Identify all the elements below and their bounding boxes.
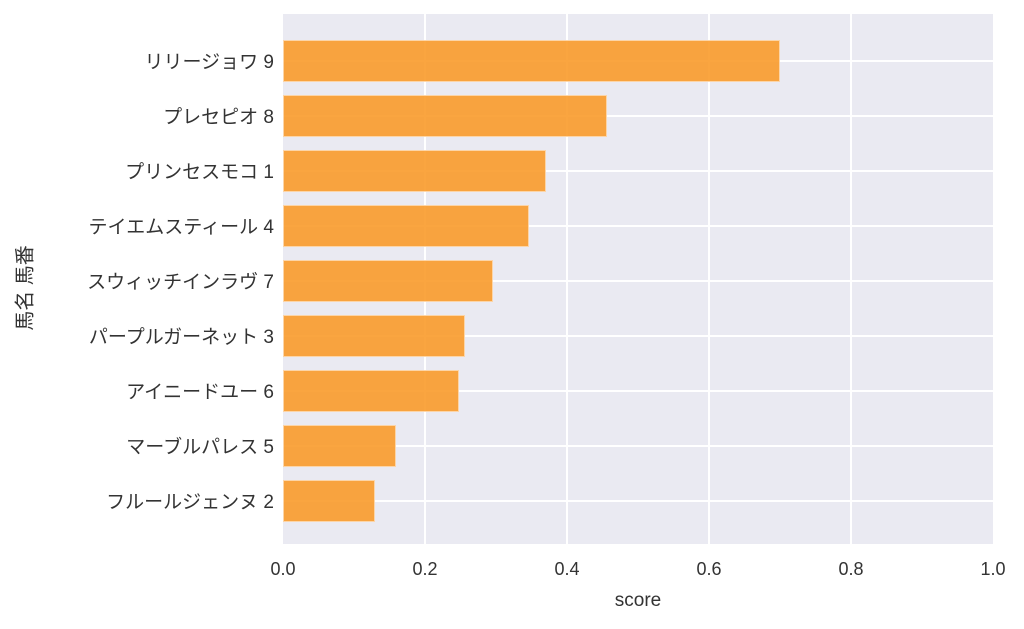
bar-row bbox=[283, 88, 993, 143]
category-label: スウィッチインラヴ 7 bbox=[87, 272, 274, 293]
bar bbox=[283, 39, 780, 82]
horizontal-gridline bbox=[283, 389, 993, 392]
vertical-gridline bbox=[708, 14, 710, 544]
bar bbox=[283, 259, 494, 302]
bar-row bbox=[283, 253, 993, 308]
plot-area bbox=[283, 14, 993, 544]
bar-row bbox=[283, 473, 993, 528]
horizontal-gridline bbox=[283, 279, 993, 282]
x-tick-label: 1.0 bbox=[980, 559, 1006, 579]
bar bbox=[283, 369, 460, 412]
horizontal-gridline bbox=[283, 444, 993, 447]
horizontal-gridline bbox=[283, 499, 993, 502]
x-axis-title: score bbox=[614, 590, 662, 611]
x-tick-label: 0.4 bbox=[554, 559, 580, 579]
horizontal-gridline bbox=[283, 169, 993, 172]
vertical-gridline bbox=[566, 14, 568, 544]
bar-row bbox=[283, 363, 993, 418]
bar bbox=[283, 479, 376, 522]
category-label: パープルガーネット 3 bbox=[88, 327, 274, 348]
bar-row bbox=[283, 308, 993, 363]
category-label: リリージョワ 9 bbox=[144, 52, 274, 73]
category-label: アイニードユー 6 bbox=[126, 382, 274, 403]
bar-row bbox=[283, 418, 993, 473]
x-tick-label: 0.8 bbox=[838, 559, 864, 579]
horizontal-gridline bbox=[283, 334, 993, 337]
x-tick-labels: 0.0 0.2 0.4 0.6 0.8 1.0 bbox=[270, 559, 1005, 581]
bar-rows bbox=[283, 14, 993, 544]
bar bbox=[283, 149, 546, 192]
vertical-gridline bbox=[850, 14, 852, 544]
x-tick-label: 0.2 bbox=[412, 559, 438, 579]
horizontal-gridline bbox=[283, 224, 993, 227]
bar-row bbox=[283, 33, 993, 88]
bar bbox=[283, 94, 607, 137]
category-label: プリンセスモコ 1 bbox=[125, 162, 274, 183]
bar-row bbox=[283, 143, 993, 198]
bar bbox=[283, 424, 396, 467]
category-label: フルールジェンヌ 2 bbox=[106, 492, 274, 513]
x-tick-label: 0.6 bbox=[696, 559, 722, 579]
category-label: プレセピオ 8 bbox=[163, 107, 274, 128]
category-label: マーブルパレス 5 bbox=[126, 437, 274, 458]
category-label: テイエムスティール 4 bbox=[88, 217, 274, 238]
x-tick-label: 0.0 bbox=[270, 559, 296, 579]
bar-row bbox=[283, 198, 993, 253]
horizontal-gridline bbox=[283, 114, 993, 117]
category-labels: リリージョワ 9 プレセピオ 8 プリンセスモコ 1 テイエムスティール 4 スウィッチ… bbox=[0, 14, 283, 544]
bar bbox=[283, 204, 529, 247]
bar bbox=[283, 314, 465, 357]
